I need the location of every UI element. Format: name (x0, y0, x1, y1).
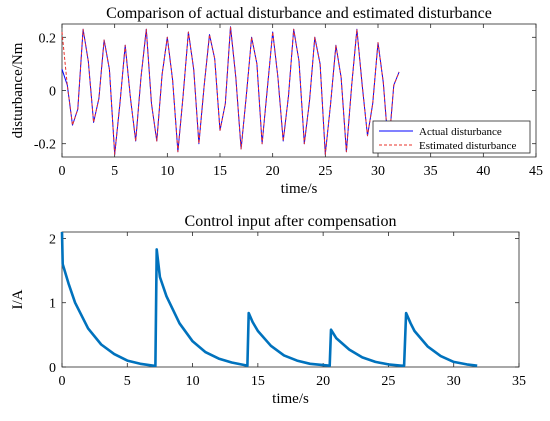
x-tick-label: 40 (476, 164, 490, 179)
x-tick-label: 45 (529, 164, 543, 179)
x-tick-label: 10 (186, 374, 200, 389)
x-tick-label: 25 (381, 374, 395, 389)
chart-title: Control input after compensation (185, 213, 397, 230)
x-tick-label: 15 (213, 164, 227, 179)
legend-entry-label: Estimated disturbance (419, 140, 517, 152)
y-tick-label: -0.2 (34, 138, 56, 153)
y-axis-label: I/A (10, 289, 26, 309)
x-tick-label: 30 (371, 164, 385, 179)
legend-box (372, 120, 531, 154)
y-tick-label: 0.2 (39, 31, 57, 46)
control-input-chart: 0 5 10 15 20 25 30 35 0 1 2 Control input after com… (10, 213, 526, 407)
series-line-estimated-disturbance (61, 26, 400, 155)
axes-box (61, 231, 520, 368)
x-axis-label: time/s (272, 391, 309, 407)
series-line-control-input (60, 231, 478, 368)
x-tick-label: 10 (160, 164, 174, 179)
x-tick-label: 35 (424, 164, 438, 179)
x-tick-label: 35 (512, 374, 526, 389)
chart-title: Comparison of actual disturbance and est… (106, 5, 492, 22)
x-tick-label: 0 (59, 164, 66, 179)
x-tick-label: 0 (59, 374, 66, 389)
x-tick-label: 20 (316, 374, 330, 389)
y-tick-label: 0 (49, 361, 56, 376)
series-line-actual-disturbance (61, 26, 400, 155)
y-tick-label: 2 (49, 232, 56, 247)
y-tick-label: 0 (49, 85, 56, 100)
x-tick-label: 15 (251, 374, 265, 389)
y-axis-label: disturbance/Nm (10, 42, 26, 138)
x-axis-label: time/s (281, 181, 318, 197)
x-tick-label: 5 (111, 164, 118, 179)
x-tick-label: 25 (318, 164, 332, 179)
x-tick-label: 5 (124, 374, 131, 389)
legend-entry-label: Actual disturbance (419, 126, 502, 138)
x-tick-label: 20 (266, 164, 280, 179)
x-tick-label: 30 (447, 374, 461, 389)
legend: Actual disturbance Estimated disturbance (372, 120, 531, 154)
y-tick-label: 1 (49, 297, 56, 312)
